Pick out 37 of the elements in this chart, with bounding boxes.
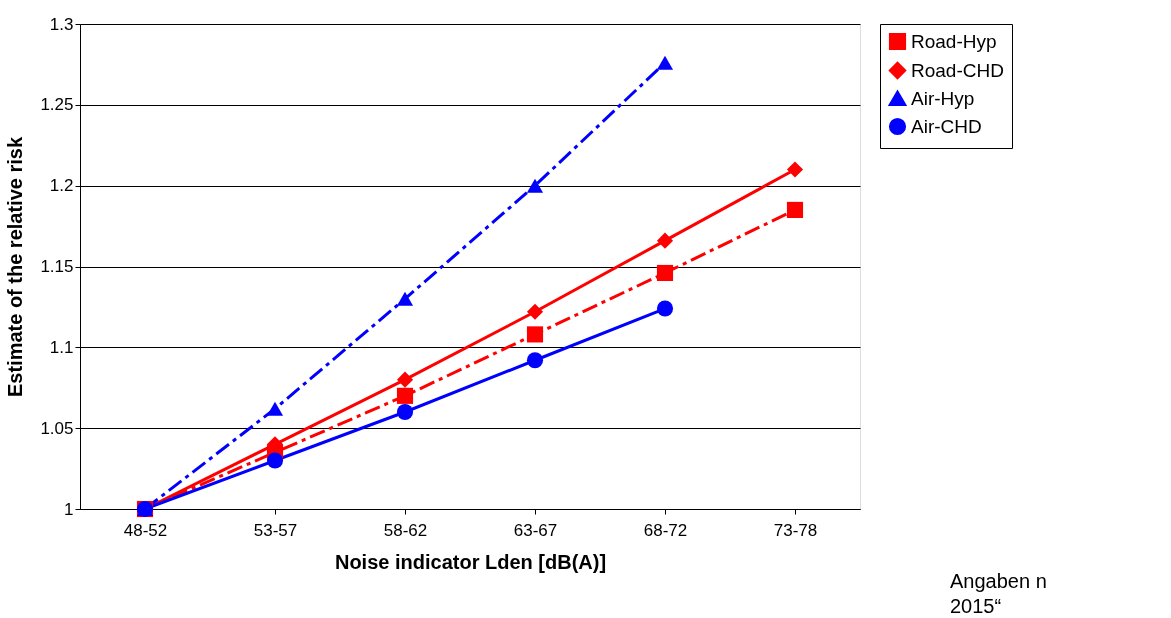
- point: [526, 303, 544, 320]
- legend-label: Road-Hyp: [911, 30, 997, 52]
- y-tick-label: 1.1: [49, 337, 74, 357]
- point: [786, 201, 804, 218]
- point: [526, 326, 544, 343]
- point: [396, 403, 414, 421]
- point: [786, 161, 804, 178]
- x-tick-label: 53-57: [253, 520, 298, 540]
- y-tick-label: 1.2: [49, 176, 74, 196]
- x-tick-label: 63-67: [513, 520, 558, 540]
- text: 2015“: [950, 595, 1002, 617]
- point: [396, 291, 414, 306]
- legend-label: Road-CHD: [911, 59, 1004, 81]
- y-tick-label: 1.05: [40, 418, 74, 438]
- y-axis-title: Estimate of the relative risk: [4, 136, 27, 398]
- point: [396, 371, 414, 388]
- point: [526, 352, 544, 369]
- point: [266, 452, 284, 469]
- x-tick-label: 58-62: [383, 520, 428, 540]
- x-axis-title: Noise indicator Lden [dB(A)]: [334, 550, 607, 573]
- x-tick-label: 48-52: [123, 520, 168, 540]
- point: [656, 55, 674, 70]
- x-tick-label: 68-72: [643, 520, 688, 540]
- y-tick-label: 1.25: [40, 95, 74, 115]
- y-tick-label: 1.3: [49, 14, 74, 34]
- point: [526, 178, 544, 193]
- point: [656, 232, 674, 249]
- x-tick-label: 73-78: [773, 520, 818, 540]
- point: [656, 264, 674, 282]
- legend-label: Air-CHD: [911, 115, 982, 137]
- point: [396, 387, 414, 404]
- point: [656, 300, 674, 317]
- y-tick-label: 1.15: [40, 257, 74, 276]
- legend-label: Air-Hyp: [911, 87, 975, 109]
- y-tick-label: 1: [64, 499, 74, 519]
- text: Angaben n: [950, 570, 1047, 592]
- point: [266, 401, 284, 416]
